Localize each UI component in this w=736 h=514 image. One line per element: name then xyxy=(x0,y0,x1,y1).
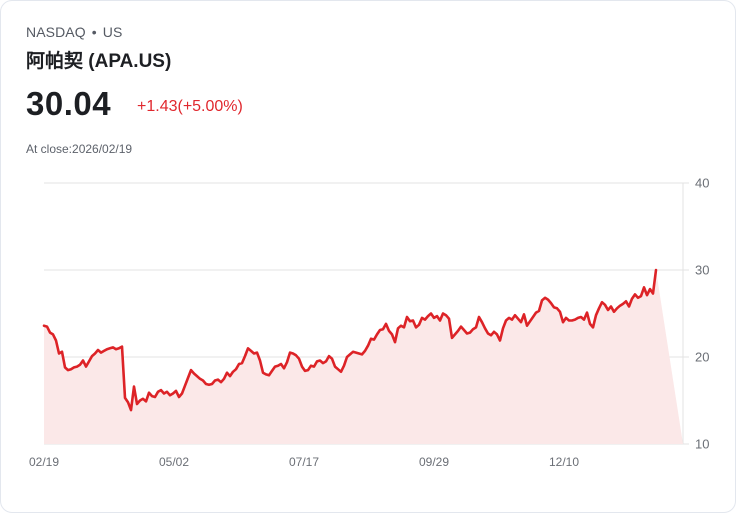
x-tick-label: 07/17 xyxy=(289,455,319,469)
market-name: US xyxy=(102,24,123,40)
x-tick-label: 09/29 xyxy=(419,455,449,469)
y-tick-label: 10 xyxy=(695,437,709,452)
price-change: +1.43(+5.00%) xyxy=(137,98,243,115)
separator-dot: • xyxy=(91,24,97,40)
y-tick-label: 30 xyxy=(695,263,709,278)
exchange-line: NASDAQ • US xyxy=(26,24,122,40)
exchange-name: NASDAQ xyxy=(26,24,86,40)
chart-area-fill xyxy=(44,270,683,444)
close-timestamp: At close:2026/02/19 xyxy=(26,142,133,156)
y-tick-label: 20 xyxy=(695,350,709,365)
price-line xyxy=(42,268,658,412)
x-tick-label: 05/02 xyxy=(159,455,189,469)
current-price: 30.04 xyxy=(26,85,112,122)
y-tick-label: 40 xyxy=(695,176,709,191)
stock-title: 阿帕契 (APA.US) xyxy=(26,51,172,72)
x-tick-label: 12/10 xyxy=(549,455,579,469)
y-axis: 10 20 30 40 xyxy=(695,176,709,452)
x-axis: 02/19 05/02 07/17 09/29 12/10 xyxy=(29,455,579,469)
x-tick-label: 02/19 xyxy=(29,455,59,469)
